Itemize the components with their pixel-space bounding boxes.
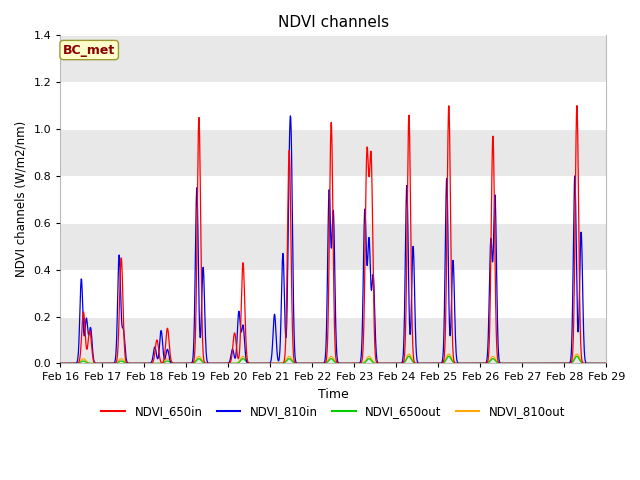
Bar xyxy=(60,36,606,82)
Bar xyxy=(60,129,606,176)
Legend: NDVI_650in, NDVI_810in, NDVI_650out, NDVI_810out: NDVI_650in, NDVI_810in, NDVI_650out, NDV… xyxy=(97,401,570,423)
Title: NDVI channels: NDVI channels xyxy=(278,15,389,30)
Bar xyxy=(60,223,606,270)
Bar xyxy=(60,316,606,363)
X-axis label: Time: Time xyxy=(318,388,349,401)
Text: BC_met: BC_met xyxy=(63,44,115,57)
Y-axis label: NDVI channels (W/m2/nm): NDVI channels (W/m2/nm) xyxy=(15,121,28,277)
